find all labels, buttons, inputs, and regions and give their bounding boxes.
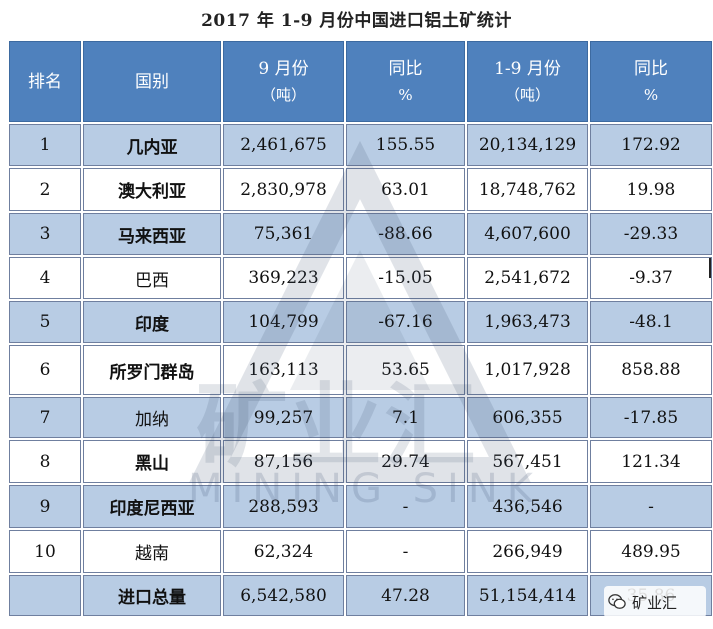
header-country: 国别 (83, 41, 221, 122)
total-country-cell: 进口总量 (83, 575, 221, 616)
row-sep-cell: 87,156 (223, 440, 344, 483)
row-yoy1-cell: 53.65 (346, 345, 465, 395)
row-country-cell: 澳大利亚 (83, 168, 221, 211)
row-sep-cell: 75,361 (223, 213, 344, 255)
row-jan_sep-cell: 1,963,473 (467, 301, 588, 343)
row-country-cell: 加纳 (83, 397, 221, 438)
row-rank-cell: 2 (9, 168, 81, 211)
row-yoy2-cell: -29.33 (590, 213, 712, 255)
row-yoy1-cell: - (346, 485, 465, 528)
row-jan_sep-cell: 20,134,129 (467, 124, 588, 166)
row-yoy1-cell: -88.66 (346, 213, 465, 255)
source-badge[interactable]: 矿业汇 (604, 586, 706, 618)
row-rank-cell: 1 (9, 124, 81, 166)
row-yoy1-cell: 7.1 (346, 397, 465, 438)
row-country-cell: 印度 (83, 301, 221, 343)
header-rank: 排名 (9, 41, 81, 122)
row-country-cell: 几内亚 (83, 124, 221, 166)
row-yoy1-cell: 155.55 (346, 124, 465, 166)
row-rank-cell: 3 (9, 213, 81, 255)
row-country-cell: 黑山 (83, 440, 221, 483)
edge-marker (709, 258, 711, 278)
row-rank-cell: 10 (9, 530, 81, 573)
header-label: 排名 (28, 71, 62, 92)
row-yoy1-cell: 29.74 (346, 440, 465, 483)
row-jan_sep-cell: 2,541,672 (467, 257, 588, 299)
header-unit: % (398, 85, 413, 104)
row-jan_sep-cell: 606,355 (467, 397, 588, 438)
row-jan_sep-cell: 266,949 (467, 530, 588, 573)
header-unit: （吨） (260, 85, 306, 104)
row-yoy1-cell: -15.05 (346, 257, 465, 299)
total-rank-cell (9, 575, 81, 616)
row-sep-cell: 2,461,675 (223, 124, 344, 166)
header-yoy1: 同比% (346, 41, 465, 122)
row-sep-cell: 369,223 (223, 257, 344, 299)
row-jan_sep-cell: 567,451 (467, 440, 588, 483)
row-rank-cell: 5 (9, 301, 81, 343)
row-sep-cell: 2,830,978 (223, 168, 344, 211)
header-yoy2: 同比% (590, 41, 712, 122)
header-jan_sep: 1-9 月份 （吨） (467, 41, 588, 122)
row-sep-cell: 99,257 (223, 397, 344, 438)
row-yoy2-cell: 489.95 (590, 530, 712, 573)
header-label: 同比 (388, 58, 423, 79)
row-rank-cell: 9 (9, 485, 81, 528)
row-sep-cell: 288,593 (223, 485, 344, 528)
row-rank-cell: 8 (9, 440, 81, 483)
bauxite-import-table: 排名 国别 9 月份 （吨） 同比% 1-9 月份 （吨） 同比% 1 几内亚 2,461,675 1… (8, 40, 713, 629)
row-country-cell: 印度尼西亚 (83, 485, 221, 528)
row-jan_sep-cell: 436,546 (467, 485, 588, 528)
row-jan_sep-cell: 4,607,600 (467, 213, 588, 255)
row-rank-cell: 7 (9, 397, 81, 438)
row-yoy1-cell: - (346, 530, 465, 573)
row-rank-cell: 6 (9, 345, 81, 395)
row-yoy2-cell: 858.88 (590, 345, 712, 395)
row-country-cell: 马来西亚 (83, 213, 221, 255)
row-yoy2-cell: -48.1 (590, 301, 712, 343)
row-yoy2-cell: -9.37 (590, 257, 712, 299)
row-sep-cell: 104,799 (223, 301, 344, 343)
header-label: 国别 (135, 71, 169, 92)
row-yoy2-cell: 172.92 (590, 124, 712, 166)
row-country-cell: 越南 (83, 530, 221, 573)
row-sep-cell: 62,324 (223, 530, 344, 573)
header-unit: （吨） (504, 85, 550, 104)
badge-label: 矿业汇 (632, 593, 678, 612)
row-yoy2-cell: 19.98 (590, 168, 712, 211)
wechat-icon (608, 594, 626, 609)
total-yoy1-cell: 47.28 (346, 575, 465, 616)
total-jan_sep-cell: 51,154,414 (467, 575, 588, 616)
row-yoy2-cell: 121.34 (590, 440, 712, 483)
header-sep: 9 月份 （吨） (223, 41, 344, 122)
row-country-cell: 巴西 (83, 257, 221, 299)
row-jan_sep-cell: 18,748,762 (467, 168, 588, 211)
row-yoy2-cell: - (590, 485, 712, 528)
header-label: 1-9 月份 (494, 58, 561, 79)
row-yoy1-cell: 63.01 (346, 168, 465, 211)
row-yoy1-cell: -67.16 (346, 301, 465, 343)
header-label: 同比 (634, 58, 668, 79)
row-sep-cell: 163,113 (223, 345, 344, 395)
total-sep-cell: 6,542,580 (223, 575, 344, 616)
row-jan_sep-cell: 1,017,928 (467, 345, 588, 395)
header-unit: % (643, 85, 659, 104)
header-label: 9 月份 (258, 58, 309, 79)
row-rank-cell: 4 (9, 257, 81, 299)
row-country-cell: 所罗门群岛 (83, 345, 221, 395)
row-yoy2-cell: -17.85 (590, 397, 712, 438)
table-title: 2017 年 1-9 月份中国进口铝土矿统计 (201, 11, 512, 31)
